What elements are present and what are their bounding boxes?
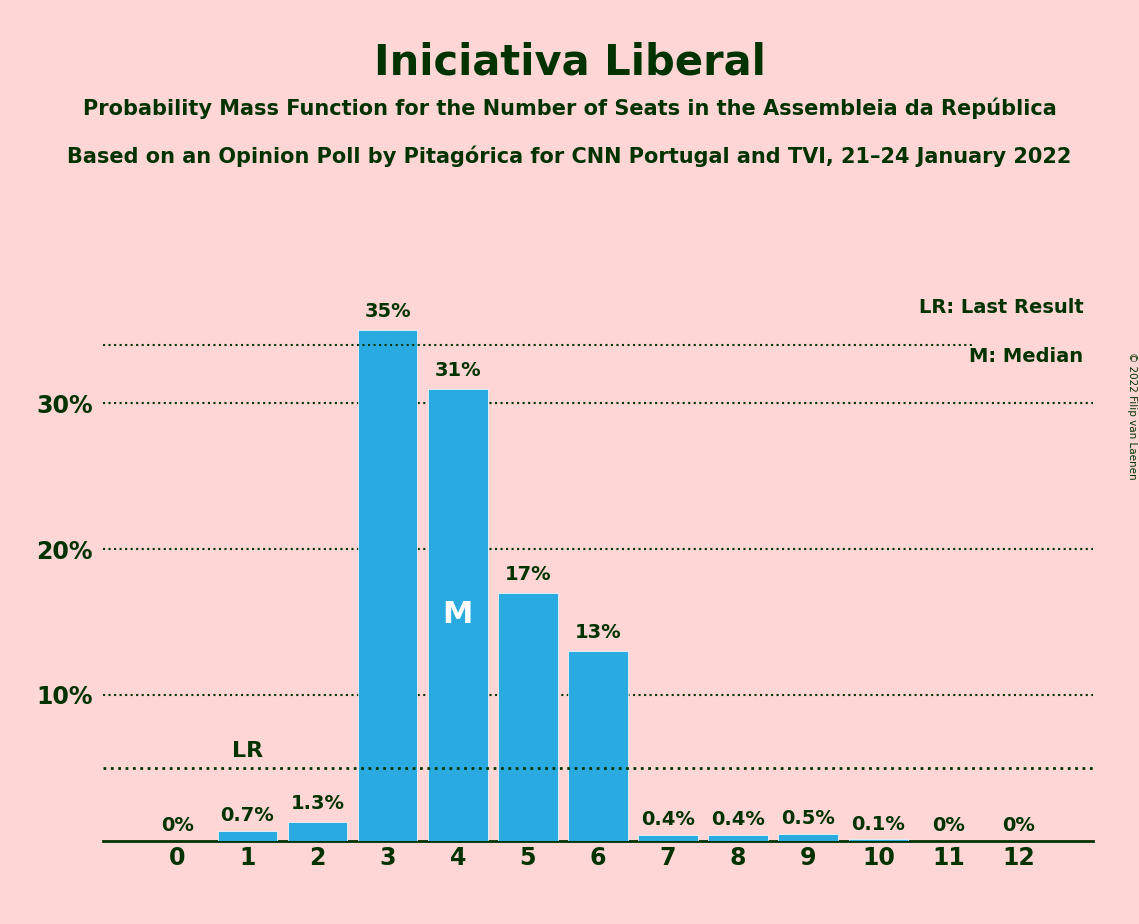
Text: M: M bbox=[443, 601, 473, 629]
Text: 17%: 17% bbox=[505, 565, 551, 584]
Bar bbox=[428, 389, 487, 841]
Bar bbox=[708, 835, 768, 841]
Bar bbox=[778, 833, 838, 841]
Text: 0%: 0% bbox=[161, 816, 194, 835]
Text: 0%: 0% bbox=[1002, 816, 1035, 835]
Bar bbox=[849, 839, 908, 841]
Text: 0.1%: 0.1% bbox=[852, 815, 906, 833]
Text: Probability Mass Function for the Number of Seats in the Assembleia da República: Probability Mass Function for the Number… bbox=[83, 97, 1056, 118]
Text: 0.4%: 0.4% bbox=[641, 810, 695, 829]
Text: 31%: 31% bbox=[434, 360, 481, 380]
Text: 0.4%: 0.4% bbox=[711, 810, 765, 829]
Bar bbox=[288, 821, 347, 841]
Text: 35%: 35% bbox=[364, 302, 411, 322]
Text: Iniciativa Liberal: Iniciativa Liberal bbox=[374, 42, 765, 83]
Bar bbox=[218, 831, 277, 841]
Text: LR: LR bbox=[232, 741, 263, 760]
Text: 0.5%: 0.5% bbox=[781, 808, 835, 828]
Text: 13%: 13% bbox=[575, 624, 621, 642]
Text: © 2022 Filip van Laenen: © 2022 Filip van Laenen bbox=[1126, 352, 1137, 480]
Bar bbox=[358, 330, 418, 841]
Text: 0.7%: 0.7% bbox=[221, 806, 274, 825]
Bar bbox=[498, 593, 558, 841]
Bar bbox=[568, 651, 628, 841]
Text: Based on an Opinion Poll by Pitagórica for CNN Portugal and TVI, 21–24 January 2: Based on an Opinion Poll by Pitagórica f… bbox=[67, 145, 1072, 166]
Text: 1.3%: 1.3% bbox=[290, 794, 345, 813]
Text: M: Median: M: Median bbox=[969, 347, 1083, 367]
Bar bbox=[638, 835, 698, 841]
Text: LR: Last Result: LR: Last Result bbox=[919, 298, 1083, 317]
Text: 0%: 0% bbox=[932, 816, 965, 835]
